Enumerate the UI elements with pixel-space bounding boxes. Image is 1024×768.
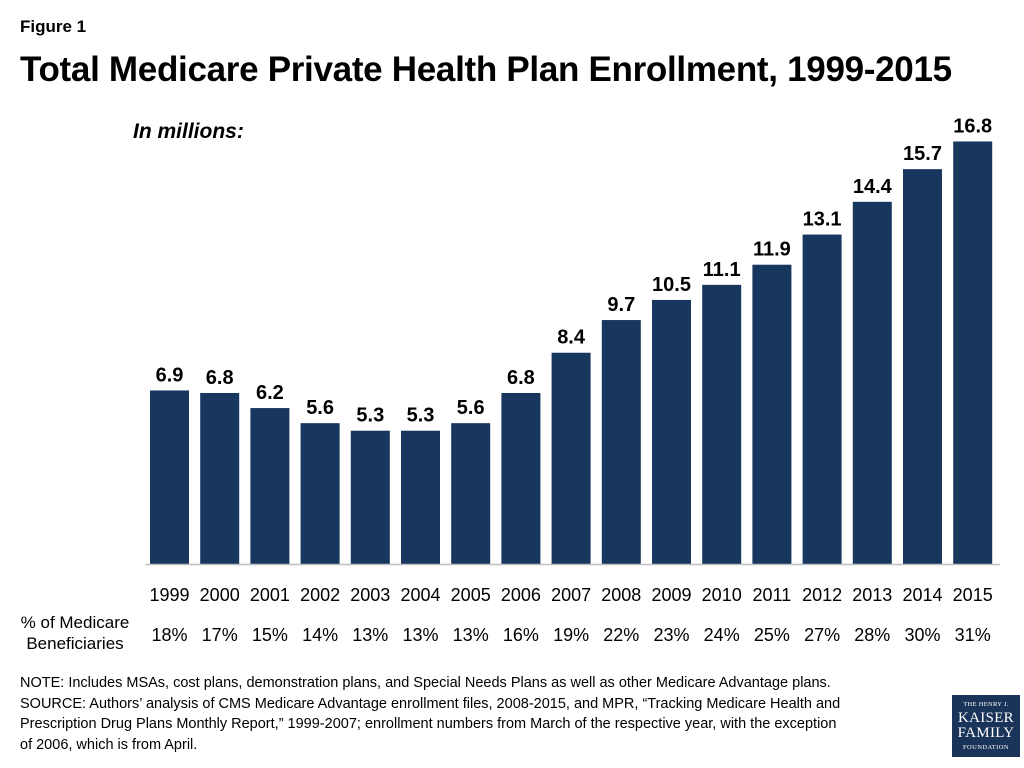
pct-value-2006: 16% <box>503 625 539 645</box>
x-tick-label-2012: 2012 <box>802 585 842 605</box>
pct-value-2000: 17% <box>202 625 238 645</box>
pct-header-line-2: Beneficiaries <box>26 634 124 653</box>
data-label-2013: 14.4 <box>853 176 893 198</box>
data-label-2001: 6.2 <box>256 382 284 404</box>
pct-value-2004: 13% <box>402 625 438 645</box>
kaiser-family-foundation-logo: THE HENRY J. KAISER FAMILY FOUNDATION <box>952 695 1020 757</box>
pct-value-2015: 31% <box>955 625 991 645</box>
data-label-2008: 9.7 <box>607 294 635 316</box>
bar-2010 <box>702 284 742 564</box>
logo-text: THE HENRY J. <box>963 701 1009 708</box>
data-label-2003: 5.3 <box>356 405 384 427</box>
x-tick-label-2011: 2011 <box>753 585 792 605</box>
x-tick-label-2002: 2002 <box>300 585 340 605</box>
bar-2009 <box>652 299 691 564</box>
bar-2008 <box>601 320 641 564</box>
pct-value-2008: 22% <box>603 625 639 645</box>
x-tick-label-2005: 2005 <box>451 585 491 605</box>
pct-value-2002: 14% <box>302 625 338 645</box>
data-label-2014: 15.7 <box>903 143 942 165</box>
x-tick-label-2000: 2000 <box>200 585 240 605</box>
x-tick-label-2004: 2004 <box>400 585 440 605</box>
x-tick-label-2008: 2008 <box>601 585 641 605</box>
pct-value-2013: 28% <box>854 625 890 645</box>
data-label-2000: 6.8 <box>206 367 234 389</box>
logo-text: FAMILY <box>957 725 1015 741</box>
x-tick-label-1999: 1999 <box>149 585 189 605</box>
bar-2003 <box>350 430 390 564</box>
pct-value-1999: 18% <box>151 625 187 645</box>
bar-2000 <box>200 392 240 564</box>
pct-value-2001: 15% <box>252 625 288 645</box>
x-tick-label-2013: 2013 <box>852 585 892 605</box>
x-tick-label-2007: 2007 <box>551 585 591 605</box>
data-label-2012: 13.1 <box>803 209 842 231</box>
data-label-2009: 10.5 <box>652 274 691 296</box>
pct-value-2007: 19% <box>553 625 589 645</box>
pct-value-2005: 13% <box>453 625 489 645</box>
bar-1999 <box>150 390 189 564</box>
source-notes: NOTE: Includes MSAs, cost plans, demonst… <box>20 673 920 755</box>
bar-2011 <box>752 264 792 564</box>
logo-text: KAISER <box>958 710 1014 726</box>
source-line: Prescription Drug Plans Monthly Report,”… <box>20 716 837 732</box>
bar-2012 <box>802 234 842 564</box>
pct-header-line-1: % of Medicare <box>20 613 130 632</box>
pct-value-2012: 27% <box>804 625 840 645</box>
bar-2013 <box>852 201 892 564</box>
bar-2005 <box>451 423 491 564</box>
source-line: of 2006, which is from April. <box>20 736 198 753</box>
source-line: SOURCE: Authors’ analysis of CMS Medicar… <box>20 695 841 712</box>
bar-2015 <box>953 141 993 565</box>
x-tick-label-2015: 2015 <box>953 585 993 605</box>
data-label-2010: 11.1 <box>703 259 741 281</box>
data-label-2015: 16.8 <box>953 115 992 137</box>
bar-2014 <box>903 169 942 564</box>
x-tick-label-2001: 2001 <box>250 585 290 605</box>
pct-value-2009: 23% <box>653 625 689 645</box>
bar-2001 <box>250 408 290 564</box>
data-label-2002: 5.6 <box>306 397 334 419</box>
chart-title: Total Medicare Private Health Plan Enrol… <box>20 50 952 89</box>
logo-text: FOUNDATION <box>963 744 1009 751</box>
bar-2004 <box>401 430 440 564</box>
data-label-2007: 8.4 <box>557 327 586 349</box>
figure-label: Figure 1 <box>20 17 87 36</box>
pct-value-2003: 13% <box>352 625 388 645</box>
data-label-2005: 5.6 <box>457 397 485 419</box>
data-label-2006: 6.8 <box>507 367 535 389</box>
x-tick-label-2003: 2003 <box>350 585 390 605</box>
x-tick-label-2010: 2010 <box>702 585 742 605</box>
pct-value-2014: 30% <box>904 625 940 645</box>
x-tick-label-2014: 2014 <box>902 585 942 605</box>
data-label-2004: 5.3 <box>407 405 435 427</box>
pct-value-2011: 25% <box>754 625 790 645</box>
data-label-1999: 6.9 <box>156 364 184 386</box>
x-tick-label-2006: 2006 <box>501 585 541 605</box>
pct-value-2010: 24% <box>704 625 740 645</box>
pct-beneficiaries-header: % of Medicare Beneficiaries <box>14 612 136 654</box>
units-label: In millions: <box>133 120 244 143</box>
bar-2006 <box>501 392 541 564</box>
x-tick-label-2009: 2009 <box>651 585 691 605</box>
note-line: NOTE: Includes MSAs, cost plans, demonst… <box>20 675 831 691</box>
bar-chart: 6.9 1999 18% 6.8 2000 17% 6.2 2001 15% 5.6 2002 14%… <box>145 115 1000 645</box>
bar-2002 <box>300 423 340 564</box>
data-label-2011: 11.9 <box>753 239 791 261</box>
bar-2007 <box>551 352 591 564</box>
